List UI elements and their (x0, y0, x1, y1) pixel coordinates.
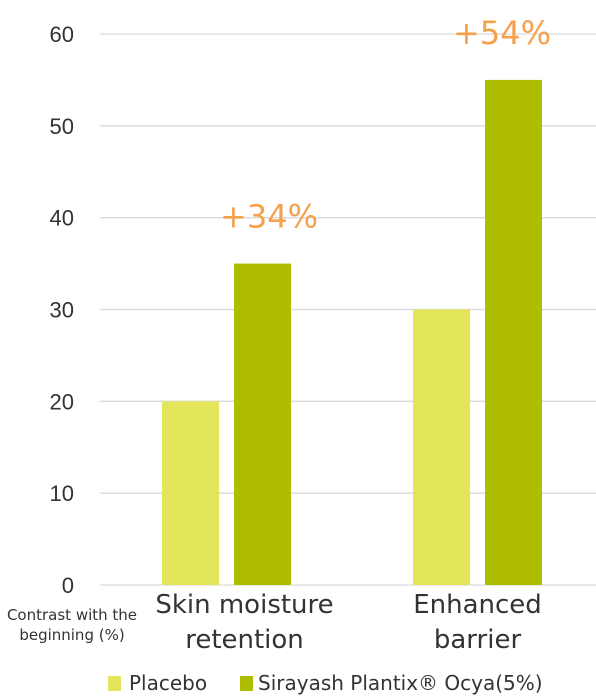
y-tick-label: 60 (50, 22, 74, 47)
legend-label-placebo: Placebo (129, 671, 207, 695)
y-tick-label: 30 (50, 298, 74, 323)
legend: Placebo Sirayash Plantix® Ocya(5%) (108, 671, 543, 695)
bars (162, 79, 542, 586)
category-label-1-line-0: Enhanced (413, 590, 542, 620)
annotation-0: +34% (220, 198, 318, 236)
y-axis-label-line-1: Contrast with the (7, 606, 137, 624)
annotation-1: +54% (453, 14, 551, 52)
bar-placebo-1 (413, 309, 470, 585)
y-axis-label-line-2: beginning (%) (19, 626, 124, 644)
bar-plantix-1 (485, 79, 542, 586)
category-label-1-line-1: barrier (434, 625, 522, 655)
y-tick-label: 40 (50, 206, 74, 231)
legend-swatch-plantix (240, 676, 253, 691)
bar-placebo-0 (162, 401, 219, 585)
y-axis-ticks: 0 10 20 30 40 50 60 (50, 22, 74, 598)
y-tick-label: 10 (50, 481, 74, 506)
category-label-0-line-0: Skin moisture (155, 590, 333, 620)
legend-swatch-placebo (108, 676, 121, 691)
y-tick-label: 20 (50, 389, 74, 414)
bar-plantix-0 (234, 263, 291, 585)
y-tick-label: 50 (50, 114, 74, 139)
y-tick-label: 0 (62, 573, 74, 598)
annotations: +34% +54% (220, 14, 551, 236)
legend-label-plantix: Sirayash Plantix® Ocya(5%) (258, 671, 543, 695)
x-axis-categories: Skin moisture retention Enhanced barrier (155, 590, 541, 655)
category-label-0-line-1: retention (185, 625, 304, 655)
